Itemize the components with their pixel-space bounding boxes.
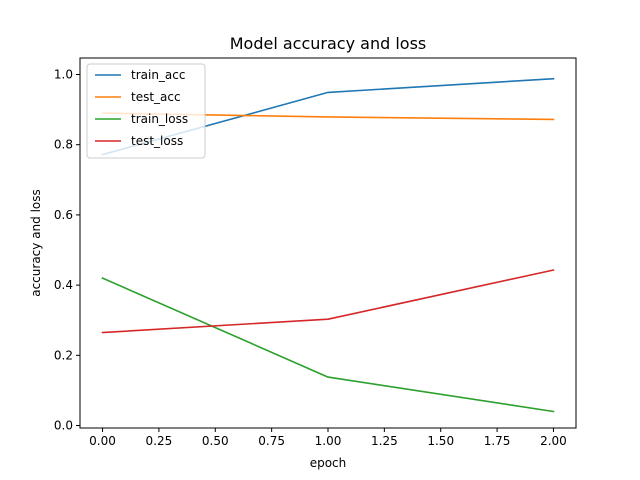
x-tick-label: 0.25: [146, 434, 173, 448]
y-tick-label: 0.0: [54, 419, 73, 433]
x-tick-label: 1.50: [427, 434, 454, 448]
x-tick-label: 0.50: [202, 434, 229, 448]
x-axis-ticks: 0.00 0.25 0.50 0.75 1.00 1.25 1.50 1.75 2.00: [89, 428, 567, 448]
x-tick-label: 1.75: [484, 434, 511, 448]
chart-title: Model accuracy and loss: [230, 34, 427, 53]
legend-label-train-acc: train_acc: [131, 68, 185, 82]
y-tick-label: 0.6: [54, 208, 73, 222]
x-tick-label: 2.00: [540, 434, 567, 448]
y-tick-label: 0.8: [54, 138, 73, 152]
y-tick-label: 0.2: [54, 348, 73, 362]
y-tick-label: 0.4: [54, 278, 73, 292]
x-axis-label: epoch: [310, 456, 347, 470]
x-tick-label: 1.00: [315, 434, 342, 448]
series-line-test-loss: [101, 269, 555, 334]
x-tick-label: 0.00: [89, 434, 116, 448]
legend-label-test-acc: test_acc: [131, 90, 181, 104]
x-tick-label: 0.75: [258, 434, 285, 448]
y-axis-ticks: 0.0 0.2 0.4 0.6 0.8 1.0: [54, 67, 80, 433]
series-line-train-loss: [101, 277, 555, 413]
plot-frame: [79, 57, 577, 429]
legend-box: [86, 63, 206, 159]
legend-label-train-loss: train_loss: [131, 112, 188, 126]
y-tick-label: 1.0: [54, 67, 73, 81]
x-tick-label: 1.25: [371, 434, 398, 448]
y-axis-label: accuracy and loss: [29, 189, 43, 297]
legend: train_acc test_acc train_loss test_loss: [86, 63, 206, 159]
legend-label-test-loss: test_loss: [131, 134, 183, 148]
